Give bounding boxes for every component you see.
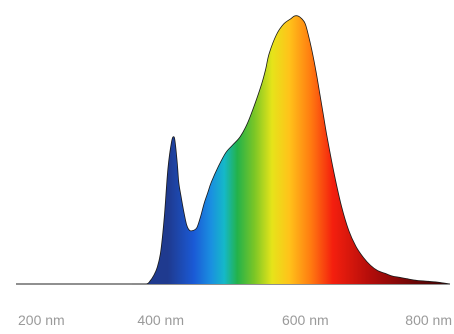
x-tick-label: 400 nm xyxy=(137,312,184,328)
x-tick-label: 200 nm xyxy=(18,312,65,328)
spectrum-line xyxy=(131,15,451,285)
plot-area xyxy=(16,15,451,285)
x-tick-label: 800 nm xyxy=(405,312,452,328)
x-tick-label: 600 nm xyxy=(282,312,329,328)
spectrum-area xyxy=(131,15,451,284)
x-axis-tick-labels: 200 nm 400 nm 600 nm 800 nm xyxy=(18,312,452,328)
